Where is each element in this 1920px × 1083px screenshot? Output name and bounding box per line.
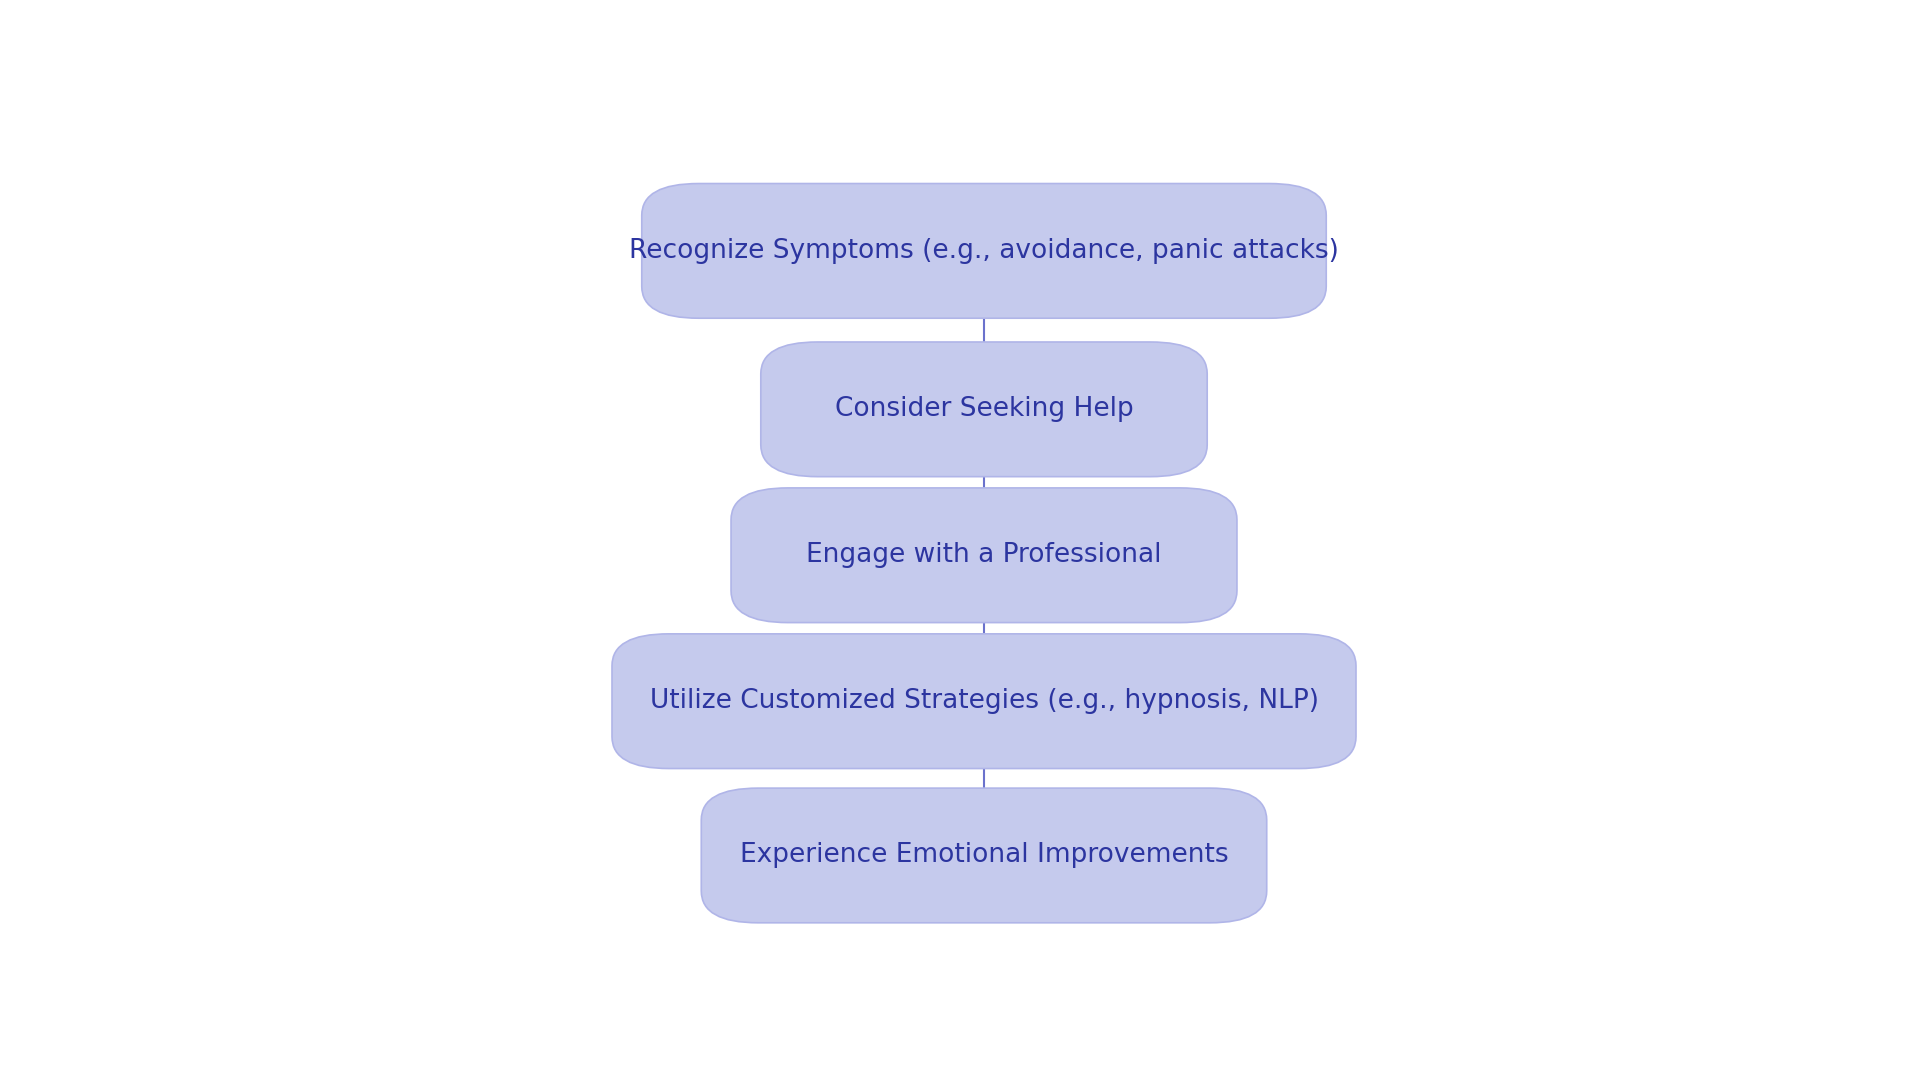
FancyBboxPatch shape (732, 488, 1236, 623)
Text: Utilize Customized Strategies (e.g., hypnosis, NLP): Utilize Customized Strategies (e.g., hyp… (649, 688, 1319, 714)
Text: Consider Seeking Help: Consider Seeking Help (835, 396, 1133, 422)
Text: Experience Emotional Improvements: Experience Emotional Improvements (739, 843, 1229, 869)
Text: Recognize Symptoms (e.g., avoidance, panic attacks): Recognize Symptoms (e.g., avoidance, pan… (630, 238, 1338, 264)
FancyBboxPatch shape (612, 634, 1356, 769)
Text: Engage with a Professional: Engage with a Professional (806, 543, 1162, 569)
FancyBboxPatch shape (701, 788, 1267, 923)
FancyBboxPatch shape (760, 342, 1208, 477)
FancyBboxPatch shape (641, 183, 1327, 318)
